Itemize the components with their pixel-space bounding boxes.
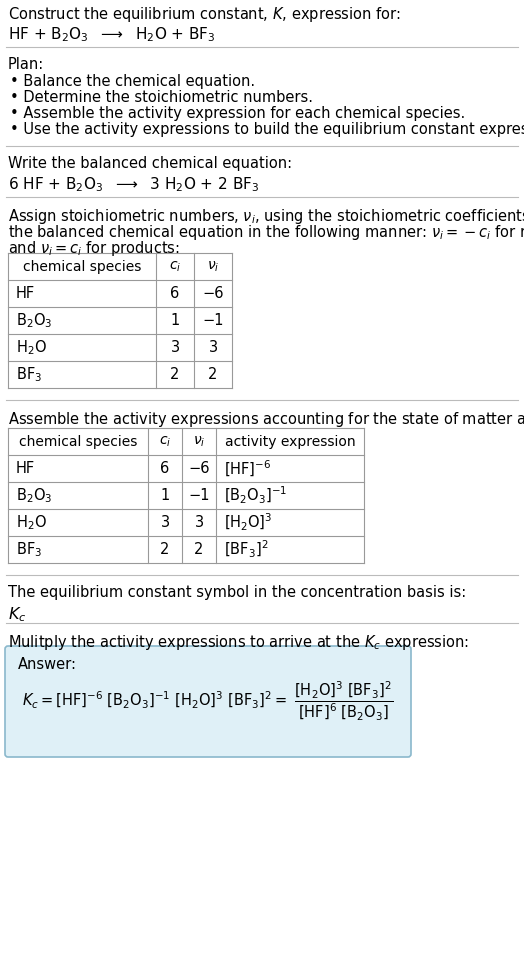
Text: B$_2$O$_3$: B$_2$O$_3$ (16, 311, 52, 330)
Text: $\nu_i$: $\nu_i$ (207, 259, 219, 273)
Text: [B$_2$O$_3$]$^{-1}$: [B$_2$O$_3$]$^{-1}$ (224, 485, 288, 506)
Text: • Balance the chemical equation.: • Balance the chemical equation. (10, 74, 255, 89)
Text: BF$_3$: BF$_3$ (16, 365, 42, 384)
Text: 1: 1 (170, 313, 180, 328)
Text: 3: 3 (160, 515, 170, 530)
Text: $c_i$: $c_i$ (169, 259, 181, 273)
Text: Write the balanced chemical equation:: Write the balanced chemical equation: (8, 156, 292, 171)
Text: 6 HF + B$_2$O$_3$  $\longrightarrow$  3 H$_2$O + 2 BF$_3$: 6 HF + B$_2$O$_3$ $\longrightarrow$ 3 H$… (8, 175, 259, 194)
Text: HF: HF (16, 461, 35, 476)
Text: [BF$_3$]$^{2}$: [BF$_3$]$^{2}$ (224, 539, 268, 560)
Text: $K_c = [\mathrm{HF}]^{-6}\ [\mathrm{B_2O_3}]^{-1}\ [\mathrm{H_2O}]^{3}\ [\mathrm: $K_c = [\mathrm{HF}]^{-6}\ [\mathrm{B_2O… (22, 679, 393, 722)
Text: • Determine the stoichiometric numbers.: • Determine the stoichiometric numbers. (10, 90, 313, 105)
Text: the balanced chemical equation in the following manner: $\nu_i = -c_i$ for react: the balanced chemical equation in the fo… (8, 223, 524, 242)
Text: [HF]$^{-6}$: [HF]$^{-6}$ (224, 458, 271, 479)
Text: • Assemble the activity expression for each chemical species.: • Assemble the activity expression for e… (10, 106, 465, 121)
Text: HF: HF (16, 286, 35, 301)
Text: 3: 3 (170, 340, 180, 355)
Text: 6: 6 (160, 461, 170, 476)
Text: 2: 2 (209, 367, 217, 382)
Text: Assign stoichiometric numbers, $\nu_i$, using the stoichiometric coefficients, $: Assign stoichiometric numbers, $\nu_i$, … (8, 207, 524, 226)
Text: −1: −1 (202, 313, 224, 328)
Text: chemical species: chemical species (19, 434, 137, 449)
Text: 1: 1 (160, 488, 170, 503)
Text: −1: −1 (188, 488, 210, 503)
Text: H$_2$O: H$_2$O (16, 338, 47, 357)
Text: Construct the equilibrium constant, $K$, expression for:: Construct the equilibrium constant, $K$,… (8, 5, 401, 24)
Text: 2: 2 (160, 542, 170, 557)
Text: BF$_3$: BF$_3$ (16, 540, 42, 559)
Text: $K_c$: $K_c$ (8, 605, 26, 624)
Text: B$_2$O$_3$: B$_2$O$_3$ (16, 486, 52, 505)
Text: 2: 2 (170, 367, 180, 382)
Text: 3: 3 (194, 515, 203, 530)
Text: HF + B$_2$O$_3$  $\longrightarrow$  H$_2$O + BF$_3$: HF + B$_2$O$_3$ $\longrightarrow$ H$_2$O… (8, 25, 216, 43)
Text: $\nu_i$: $\nu_i$ (193, 434, 205, 449)
Text: • Use the activity expressions to build the equilibrium constant expression.: • Use the activity expressions to build … (10, 122, 524, 137)
Text: and $\nu_i = c_i$ for products:: and $\nu_i = c_i$ for products: (8, 239, 180, 258)
Text: H$_2$O: H$_2$O (16, 513, 47, 532)
Text: Plan:: Plan: (8, 57, 44, 72)
Text: 6: 6 (170, 286, 180, 301)
FancyBboxPatch shape (5, 646, 411, 757)
Text: −6: −6 (202, 286, 224, 301)
Text: Answer:: Answer: (18, 657, 77, 672)
Text: Mulitply the activity expressions to arrive at the $K_c$ expression:: Mulitply the activity expressions to arr… (8, 633, 469, 652)
Text: 3: 3 (209, 340, 217, 355)
Text: The equilibrium constant symbol in the concentration basis is:: The equilibrium constant symbol in the c… (8, 585, 466, 600)
Text: Assemble the activity expressions accounting for the state of matter and $\nu_i$: Assemble the activity expressions accoun… (8, 410, 524, 429)
Text: chemical species: chemical species (23, 259, 141, 273)
Text: 2: 2 (194, 542, 204, 557)
Text: −6: −6 (188, 461, 210, 476)
Text: $c_i$: $c_i$ (159, 434, 171, 449)
Text: [H$_2$O]$^{3}$: [H$_2$O]$^{3}$ (224, 512, 272, 534)
Text: activity expression: activity expression (225, 434, 355, 449)
